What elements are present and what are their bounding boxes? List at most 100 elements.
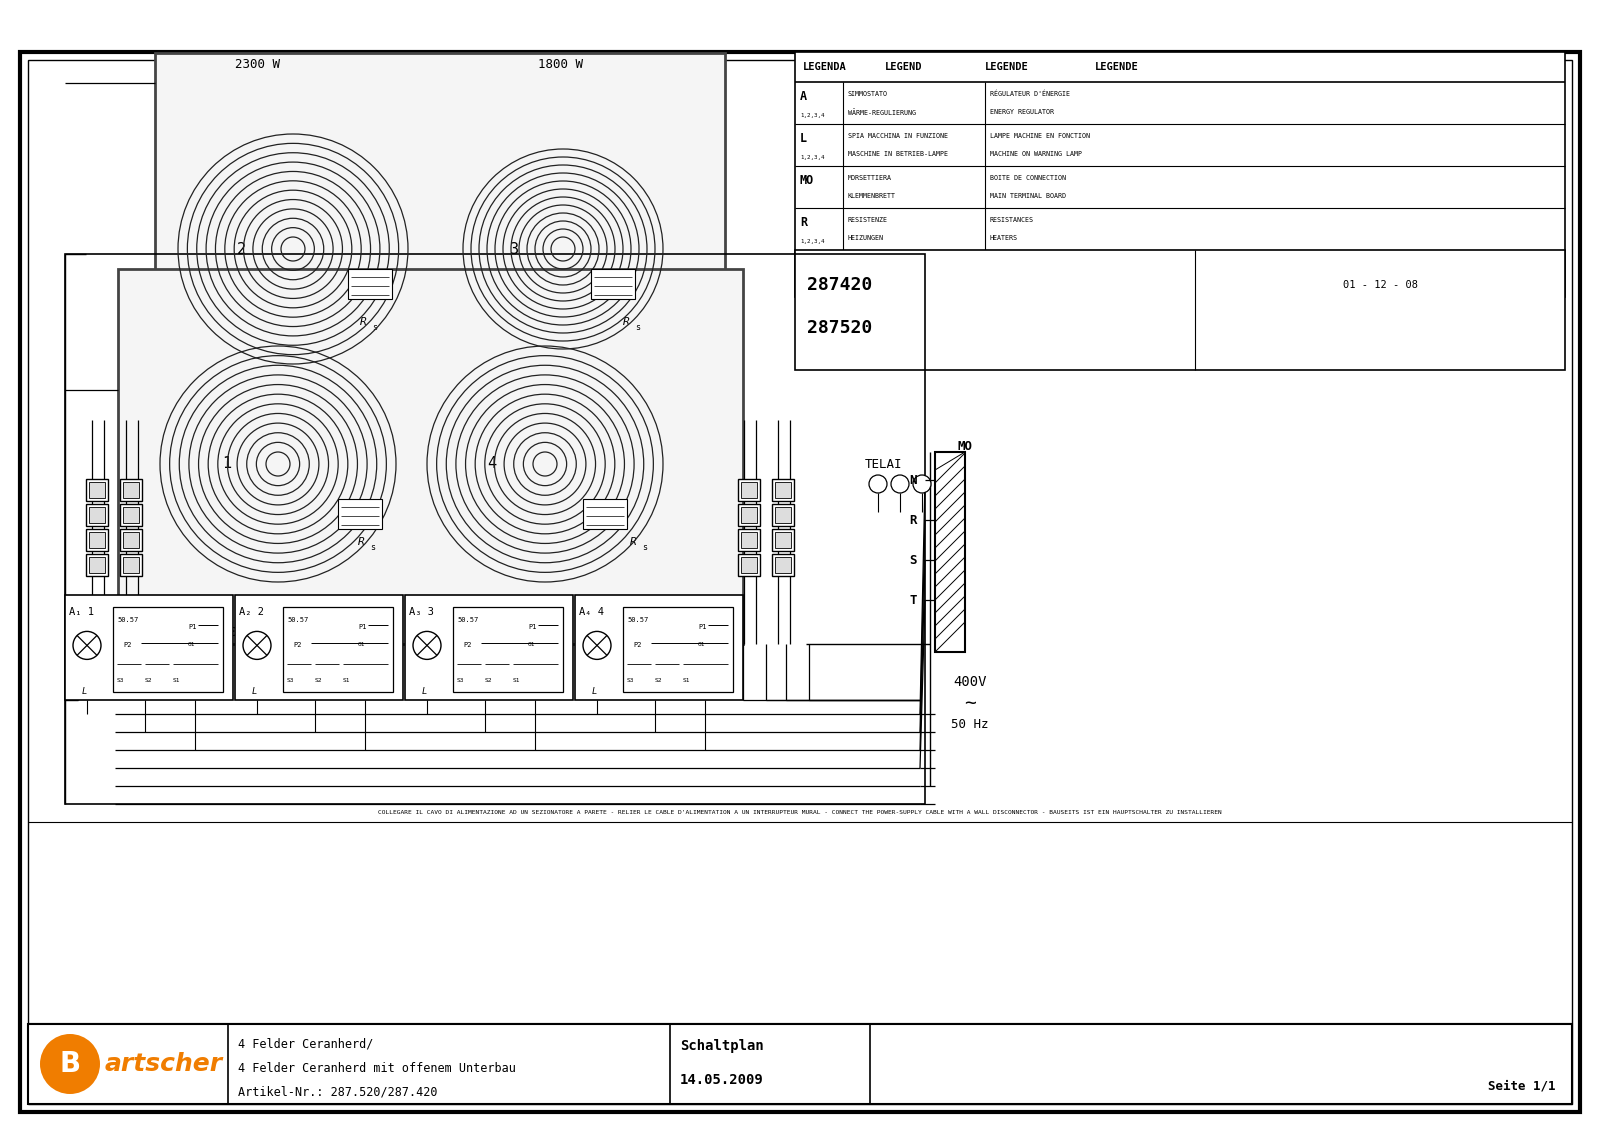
Text: S: S	[909, 554, 917, 566]
Text: A₃ 3: A₃ 3	[410, 607, 434, 617]
Text: S2: S2	[146, 677, 152, 683]
Bar	[738, 529, 760, 551]
Text: LAMPE MACHINE EN FONCTION: LAMPE MACHINE EN FONCTION	[990, 132, 1090, 139]
Bar	[738, 479, 760, 501]
Bar	[741, 482, 757, 498]
Text: Seite 1/1: Seite 1/1	[1488, 1080, 1555, 1092]
Text: artscher: artscher	[106, 1052, 222, 1077]
Text: 50 Hz: 50 Hz	[952, 718, 989, 730]
Bar	[771, 479, 794, 501]
Text: 2: 2	[237, 241, 246, 257]
Bar	[283, 607, 394, 692]
Text: s: s	[370, 543, 374, 552]
Text: P2: P2	[123, 642, 131, 648]
Text: N: N	[909, 473, 917, 487]
Text: MO: MO	[958, 440, 973, 454]
Bar	[738, 504, 760, 526]
Bar	[405, 595, 573, 700]
Bar	[120, 554, 142, 576]
Text: ~: ~	[965, 695, 976, 713]
Text: S3: S3	[627, 677, 635, 683]
Text: L: L	[251, 687, 256, 696]
Text: Schaltplan: Schaltplan	[680, 1039, 763, 1054]
Bar	[774, 532, 790, 548]
Text: L: L	[800, 132, 806, 145]
Text: SIMMOSTATO: SIMMOSTATO	[848, 91, 888, 96]
Bar	[574, 595, 742, 700]
Text: 400V: 400V	[954, 675, 987, 689]
Text: SPIA MACCHINA IN FUNZIONE: SPIA MACCHINA IN FUNZIONE	[848, 132, 947, 139]
Text: S2: S2	[654, 677, 662, 683]
Bar	[123, 532, 139, 548]
Bar	[86, 479, 109, 501]
Bar	[774, 482, 790, 498]
Bar	[123, 507, 139, 523]
Text: 287520: 287520	[806, 319, 872, 337]
Bar	[66, 254, 925, 804]
Text: R: R	[622, 317, 630, 327]
Text: LEGENDE: LEGENDE	[986, 62, 1029, 72]
Circle shape	[413, 632, 442, 660]
Text: MASCHINE IN BETRIEB-LAMPE: MASCHINE IN BETRIEB-LAMPE	[848, 152, 947, 157]
Text: MACHINE ON WARNING LAMP: MACHINE ON WARNING LAMP	[990, 152, 1082, 157]
Bar	[123, 482, 139, 498]
Text: 1,2,3,4: 1,2,3,4	[800, 113, 824, 118]
Text: A: A	[800, 91, 806, 103]
Bar	[114, 607, 222, 692]
Text: R: R	[909, 514, 917, 526]
Text: COLLEGARE IL CAVO DI ALIMENTAZIONE AD UN SEZIONATORE A PARETE - RELIER LE CABLE : COLLEGARE IL CAVO DI ALIMENTAZIONE AD UN…	[378, 809, 1222, 815]
Text: MAIN TERMINAL BOARD: MAIN TERMINAL BOARD	[990, 194, 1066, 199]
Bar	[120, 479, 142, 501]
Bar	[771, 554, 794, 576]
Text: BOITE DE CONNECTION: BOITE DE CONNECTION	[990, 174, 1066, 181]
Text: A₄ 4: A₄ 4	[579, 607, 605, 617]
Bar	[29, 1024, 1571, 1104]
Text: LEGENDA: LEGENDA	[803, 62, 846, 72]
Bar	[86, 529, 109, 551]
Text: P1: P1	[358, 624, 366, 631]
Text: L: L	[421, 687, 427, 696]
Text: 3: 3	[510, 241, 518, 257]
Text: LEGENDE: LEGENDE	[1094, 62, 1139, 72]
Bar	[741, 532, 757, 548]
Bar	[774, 557, 790, 573]
Text: 01: 01	[358, 643, 365, 648]
Text: A₁ 1: A₁ 1	[69, 607, 94, 617]
Text: R: R	[360, 317, 366, 327]
Text: HEATERS: HEATERS	[990, 235, 1018, 241]
Text: 1,2,3,4: 1,2,3,4	[800, 155, 824, 160]
Bar	[86, 504, 109, 526]
Text: 50.57: 50.57	[627, 617, 648, 623]
Text: A₂ 2: A₂ 2	[238, 607, 264, 617]
Text: HEIZUNGEN: HEIZUNGEN	[848, 235, 883, 241]
Circle shape	[869, 475, 886, 494]
Circle shape	[891, 475, 909, 494]
Text: S2: S2	[485, 677, 493, 683]
Text: 01: 01	[189, 643, 195, 648]
Text: KLEMMENBRETT: KLEMMENBRETT	[848, 194, 896, 199]
Bar	[934, 452, 965, 652]
Text: 01: 01	[698, 643, 706, 648]
Circle shape	[74, 632, 101, 660]
Text: WÄRME-REGULIERUNG: WÄRME-REGULIERUNG	[848, 109, 915, 115]
Text: P1: P1	[528, 624, 536, 631]
Text: P2: P2	[462, 642, 472, 648]
Text: P1: P1	[698, 624, 707, 631]
Bar	[582, 498, 627, 530]
Bar	[235, 595, 403, 700]
Text: TELAI: TELAI	[866, 457, 902, 471]
Text: 2300 W: 2300 W	[235, 59, 280, 71]
Bar	[338, 498, 382, 530]
Text: MORSETTIERA: MORSETTIERA	[848, 174, 893, 181]
Bar	[349, 268, 392, 299]
Text: S1: S1	[514, 677, 520, 683]
Bar	[622, 607, 733, 692]
Text: RESISTENZE: RESISTENZE	[848, 216, 888, 223]
Text: LEGEND: LEGEND	[885, 62, 923, 72]
Text: L: L	[592, 687, 597, 696]
Bar	[118, 269, 742, 644]
Text: ENERGY REGULATOR: ENERGY REGULATOR	[990, 110, 1054, 115]
Text: S3: S3	[458, 677, 464, 683]
Bar	[453, 607, 563, 692]
Bar	[123, 557, 139, 573]
